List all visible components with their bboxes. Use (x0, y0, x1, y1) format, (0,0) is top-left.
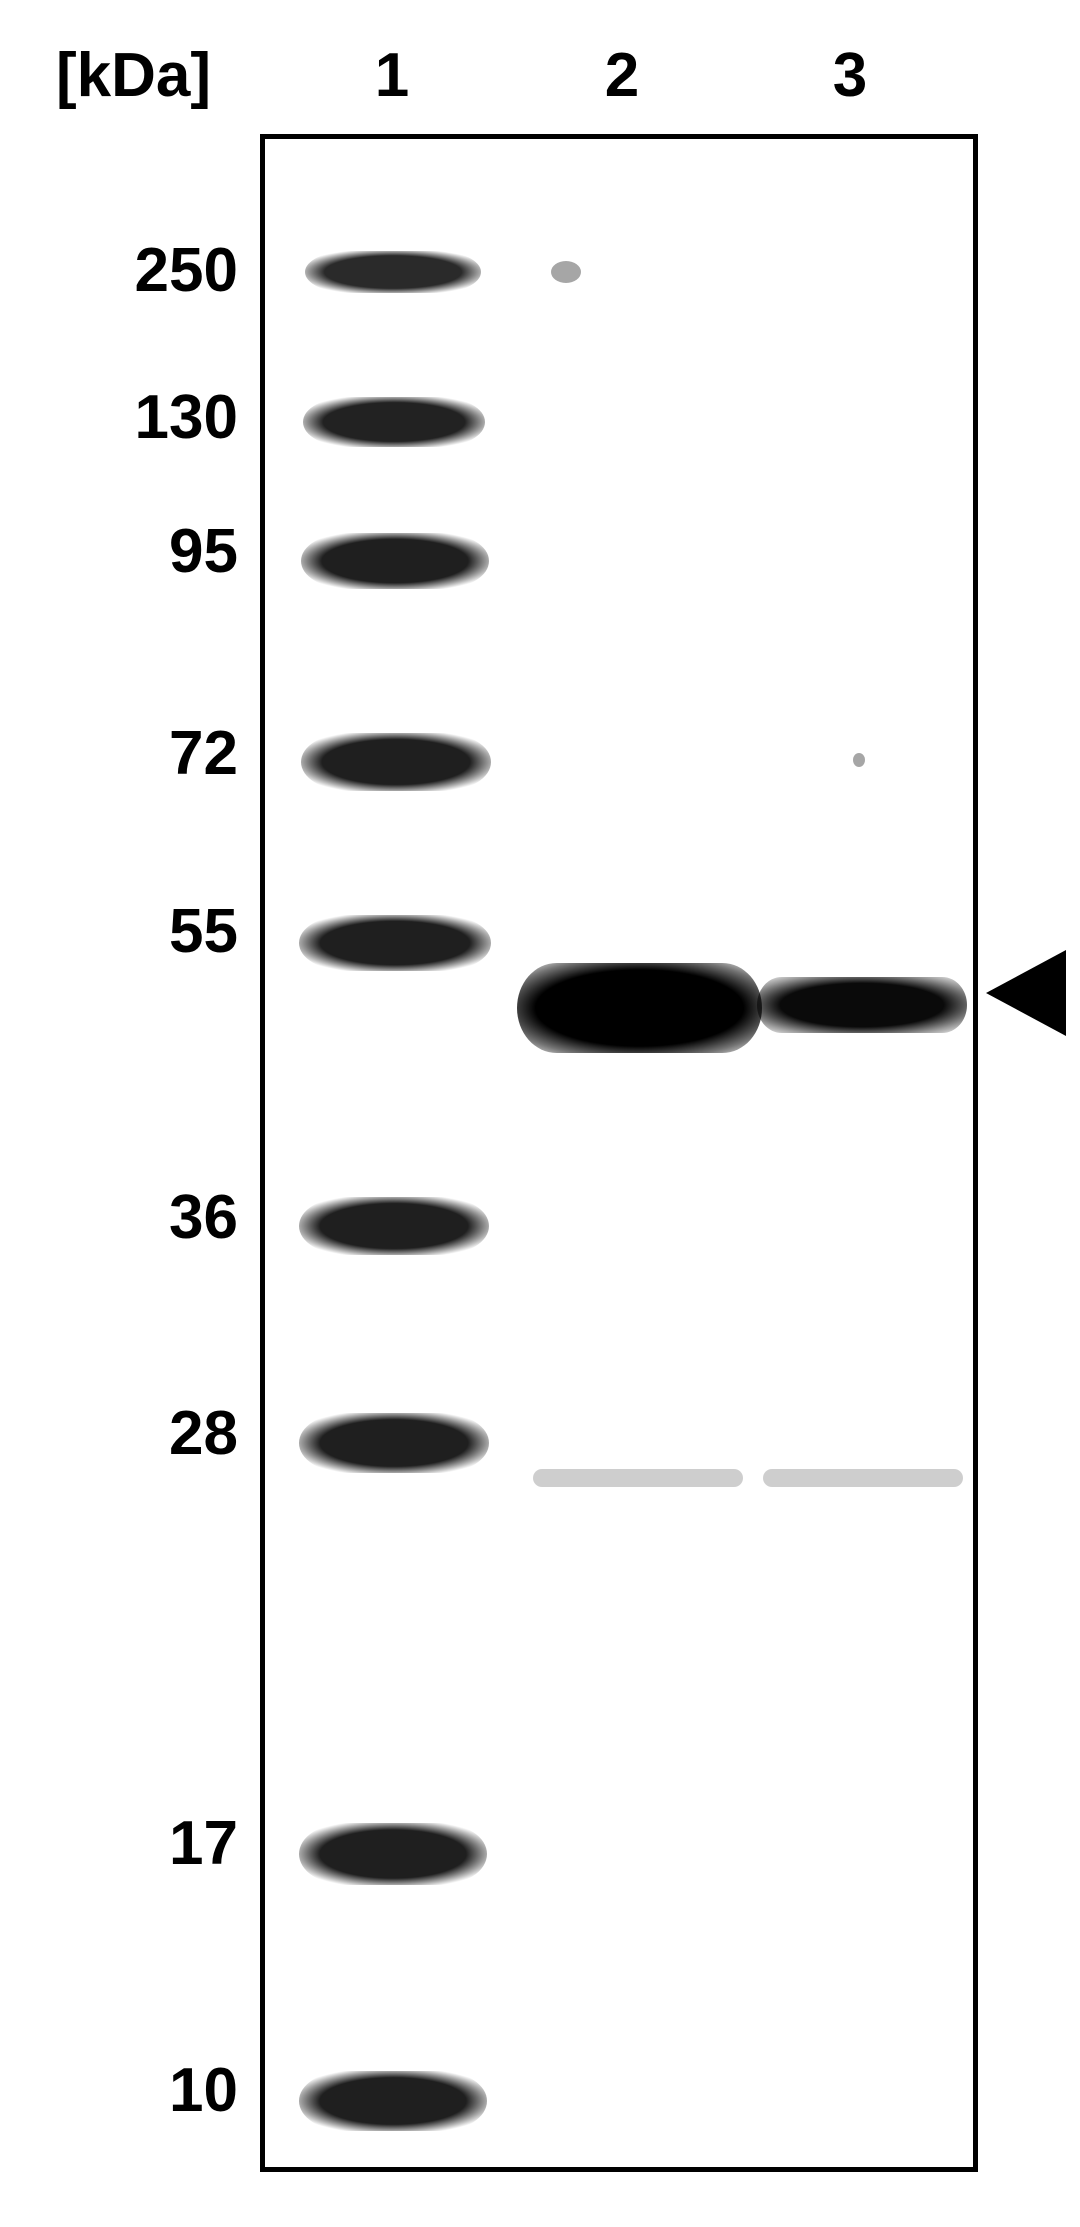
kda-unit-label: [kDa] (56, 40, 211, 111)
ladder-band-36 (299, 1197, 489, 1255)
mw-label-55: 55 (78, 896, 238, 967)
blot-membrane (260, 134, 978, 2172)
target-band-lane2 (517, 963, 762, 1053)
mw-label-17: 17 (78, 1808, 238, 1879)
lane-label-2: 2 (602, 40, 642, 111)
ladder-band-10 (299, 2071, 487, 2131)
target-arrow-icon (986, 950, 1066, 1036)
mw-label-10: 10 (78, 2055, 238, 2126)
blot-artifact-1 (551, 261, 581, 283)
ladder-band-95 (301, 533, 489, 589)
faint-band-lane2 (533, 1469, 743, 1487)
ladder-band-17 (299, 1823, 487, 1885)
lane-label-1: 1 (372, 40, 412, 111)
mw-label-95: 95 (78, 516, 238, 587)
ladder-band-72 (301, 733, 491, 791)
target-band-lane3 (757, 977, 967, 1033)
ladder-band-130 (303, 397, 485, 447)
mw-label-72: 72 (78, 718, 238, 789)
mw-label-250: 250 (78, 235, 238, 306)
mw-label-28: 28 (78, 1398, 238, 1469)
ladder-band-55 (299, 915, 491, 971)
ladder-band-250 (305, 251, 481, 293)
faint-band-lane3 (763, 1469, 963, 1487)
ladder-band-28 (299, 1413, 489, 1473)
lane-label-3: 3 (830, 40, 870, 111)
mw-label-130: 130 (78, 382, 238, 453)
western-blot-figure: [kDa] 1 2 3 250 130 95 72 55 36 28 17 10 (0, 0, 1080, 2227)
mw-label-36: 36 (78, 1182, 238, 1253)
blot-artifact-2 (853, 753, 865, 767)
